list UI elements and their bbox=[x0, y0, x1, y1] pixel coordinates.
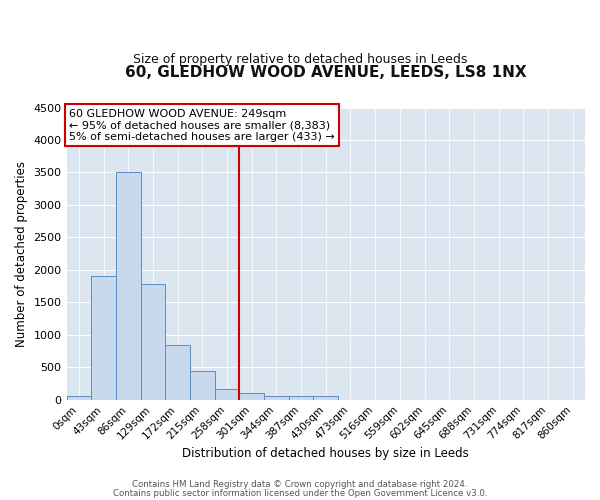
X-axis label: Distribution of detached houses by size in Leeds: Distribution of detached houses by size … bbox=[182, 447, 469, 460]
Text: Size of property relative to detached houses in Leeds: Size of property relative to detached ho… bbox=[133, 52, 467, 66]
Bar bbox=[190, 370, 215, 400]
Bar bbox=[91, 276, 116, 400]
Text: Contains HM Land Registry data © Crown copyright and database right 2024.: Contains HM Land Registry data © Crown c… bbox=[132, 480, 468, 489]
Text: Contains public sector information licensed under the Open Government Licence v3: Contains public sector information licen… bbox=[113, 489, 487, 498]
Bar bbox=[215, 388, 239, 400]
Bar bbox=[289, 396, 313, 400]
Y-axis label: Number of detached properties: Number of detached properties bbox=[15, 160, 28, 346]
Bar bbox=[140, 284, 165, 400]
Bar bbox=[313, 396, 338, 400]
Text: 60 GLEDHOW WOOD AVENUE: 249sqm
← 95% of detached houses are smaller (8,383)
5% o: 60 GLEDHOW WOOD AVENUE: 249sqm ← 95% of … bbox=[69, 109, 335, 142]
Bar bbox=[116, 172, 140, 400]
Title: 60, GLEDHOW WOOD AVENUE, LEEDS, LS8 1NX: 60, GLEDHOW WOOD AVENUE, LEEDS, LS8 1NX bbox=[125, 65, 527, 80]
Bar bbox=[67, 396, 91, 400]
Bar bbox=[264, 396, 289, 400]
Bar bbox=[239, 393, 264, 400]
Bar bbox=[165, 345, 190, 400]
